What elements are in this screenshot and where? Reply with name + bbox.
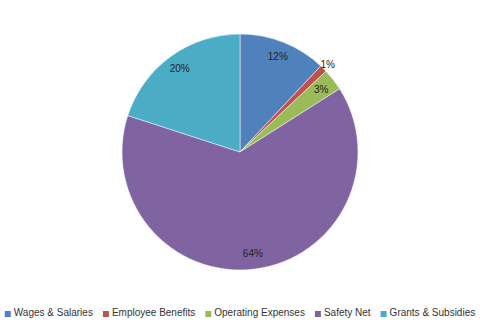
legend-swatch: [205, 311, 211, 317]
legend-swatch: [5, 311, 11, 317]
legend-item: Employee Benefits: [103, 307, 195, 318]
data-label: 12%: [268, 51, 288, 62]
legend-label: Employee Benefits: [112, 307, 195, 318]
data-label: 1%: [320, 59, 335, 70]
chart: 12% 1% 3% 64% 20% Wages & Salaries Employee Be…: [0, 0, 480, 333]
legend-swatch: [315, 311, 321, 317]
legend-label: Grants & Subsidies: [390, 307, 476, 318]
legend-swatch: [103, 311, 109, 317]
legend-item: Grants & Subsidies: [381, 307, 476, 318]
legend: Wages & Salaries Employee Benefits Operati…: [5, 307, 475, 318]
pie-slice: [128, 34, 240, 152]
legend-item: Safety Net: [315, 307, 371, 318]
legend-label: Operating Expenses: [214, 307, 305, 318]
data-label: 20%: [170, 63, 190, 74]
pie: 12% 1% 3% 64% 20%: [122, 34, 358, 270]
legend-item: Wages & Salaries: [5, 307, 93, 318]
legend-swatch: [381, 311, 387, 317]
legend-item: Operating Expenses: [205, 307, 305, 318]
legend-label: Safety Net: [324, 307, 371, 318]
data-label: 3%: [314, 84, 329, 95]
data-label: 64%: [243, 248, 263, 259]
legend-label: Wages & Salaries: [14, 307, 93, 318]
